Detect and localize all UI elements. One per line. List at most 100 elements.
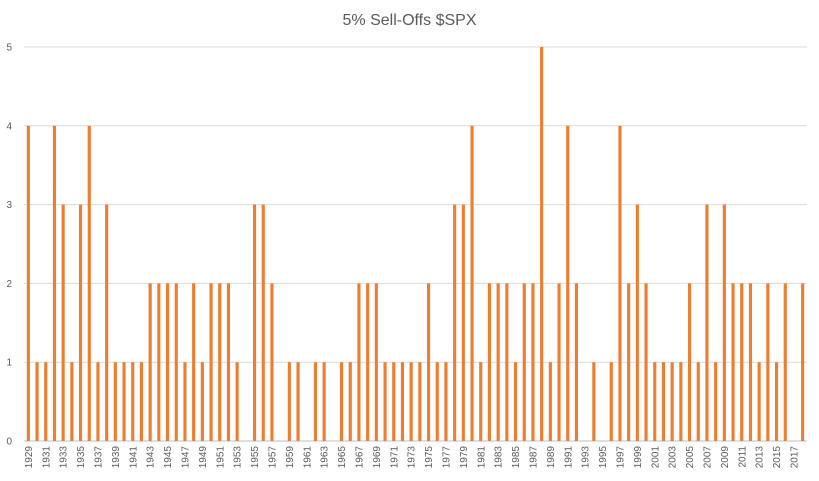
bar-1985 — [513, 362, 518, 441]
x-tick-label: 1949 — [198, 446, 209, 469]
x-tick-label: 2017 — [789, 446, 800, 469]
bar-1937 — [96, 362, 100, 441]
x-tick-label: 1961 — [302, 446, 313, 469]
bar-1967 — [357, 283, 361, 441]
x-tick-label: 1979 — [459, 446, 470, 469]
x-tick-label: 1989 — [546, 446, 557, 469]
bar-2010 — [731, 283, 735, 441]
bar-1939 — [113, 362, 117, 441]
bar-1965 — [339, 362, 344, 441]
bar-1975 — [426, 283, 431, 441]
x-tick-label: 1965 — [337, 446, 348, 469]
x-tick-label: 1943 — [146, 446, 157, 469]
bar-2000 — [644, 283, 648, 441]
bar-1946 — [174, 283, 178, 441]
x-tick-label: 1975 — [424, 446, 435, 469]
x-tick-label: 1985 — [511, 446, 522, 469]
x-tick-label: 1939 — [111, 446, 122, 469]
x-tick-label: 2003 — [668, 446, 679, 469]
bar-1959 — [287, 362, 291, 441]
bar-1979 — [461, 204, 465, 441]
bar-1976 — [435, 362, 439, 441]
x-tick-label: 1983 — [494, 446, 505, 469]
bar-1933 — [61, 204, 65, 441]
bar-1966 — [348, 362, 352, 441]
bar-1980 — [470, 125, 474, 442]
bar-1992 — [574, 283, 579, 441]
bar-1941 — [131, 362, 135, 441]
bar-1981 — [479, 362, 483, 441]
x-tick-label: 1941 — [128, 446, 139, 469]
bar-2003 — [670, 362, 674, 441]
bar-1940 — [122, 362, 126, 441]
bar-1948 — [192, 283, 196, 441]
bar-1962 — [313, 362, 318, 441]
bar-1955 — [252, 204, 257, 441]
x-tick-label: 1969 — [372, 446, 383, 469]
bar-1968 — [366, 283, 370, 441]
bar-2006 — [696, 362, 700, 441]
x-tick-label: 1947 — [180, 446, 191, 469]
bar-2011 — [740, 283, 744, 441]
bar-1952 — [226, 283, 231, 441]
bar-1932 — [52, 125, 57, 442]
bar-1934 — [70, 362, 74, 441]
bar-1970 — [383, 362, 387, 441]
bar-2004 — [679, 362, 683, 441]
bar-2008 — [714, 362, 718, 441]
bar-1936 — [87, 125, 91, 442]
y-axis: 0 1 2 3 4 5 — [6, 43, 12, 448]
bar-2005 — [687, 283, 692, 441]
chart-title: 5% Sell-Offs $SPX — [343, 12, 477, 29]
x-tick-label: 1933 — [59, 446, 70, 469]
bar-2014 — [766, 283, 770, 441]
bar-1938 — [105, 204, 109, 441]
x-tick-label: 1967 — [354, 446, 365, 469]
bar-1978 — [453, 204, 457, 441]
bar-1988 — [540, 47, 544, 441]
bar-1963 — [322, 362, 326, 441]
bar-1945 — [165, 283, 170, 441]
bar-2001 — [653, 362, 657, 441]
bar-1973 — [409, 362, 413, 441]
y-tick-label: 2 — [6, 279, 12, 290]
y-tick-label: 4 — [6, 121, 12, 132]
x-tick-label: 2005 — [685, 446, 696, 469]
x-tick-label: 1977 — [441, 446, 452, 469]
y-tick-label: 1 — [6, 358, 12, 369]
x-tick-label: 1993 — [581, 446, 592, 469]
bar-1991 — [566, 125, 570, 442]
bar-1929 — [26, 125, 30, 442]
bar-1972 — [400, 362, 405, 441]
x-tick-label: 2007 — [702, 446, 713, 469]
bar-1984 — [505, 283, 509, 441]
bar-1953 — [235, 362, 239, 441]
x-axis: 1929 1931 1933 1935 1937 1939 1941 1943 1945 1947… — [24, 446, 801, 469]
x-tick-label: 2015 — [772, 446, 783, 469]
y-tick-label: 3 — [6, 200, 12, 211]
x-tick-label: 1931 — [41, 446, 52, 469]
bar-1942 — [139, 362, 144, 441]
x-tick-label: 2001 — [650, 446, 661, 469]
x-tick-label: 1957 — [267, 446, 278, 469]
x-tick-label: 1937 — [93, 446, 104, 469]
bar-1994 — [592, 362, 596, 441]
x-tick-label: 1935 — [76, 446, 87, 469]
bar-1982 — [487, 283, 492, 441]
bars — [26, 47, 805, 442]
x-tick-label: 1955 — [250, 446, 261, 469]
x-tick-label: 2009 — [720, 446, 731, 469]
bar-1990 — [557, 283, 561, 441]
x-tick-label: 1987 — [528, 446, 539, 469]
bar-1947 — [183, 362, 187, 441]
bar-2009 — [722, 204, 726, 441]
gridlines — [24, 46, 807, 442]
bar-1989 — [548, 362, 552, 441]
x-tick-label: 1991 — [563, 446, 574, 469]
bar-1998 — [627, 283, 631, 441]
bar-1951 — [218, 283, 222, 441]
bar-1997 — [618, 125, 622, 442]
bar-1987 — [531, 283, 535, 441]
